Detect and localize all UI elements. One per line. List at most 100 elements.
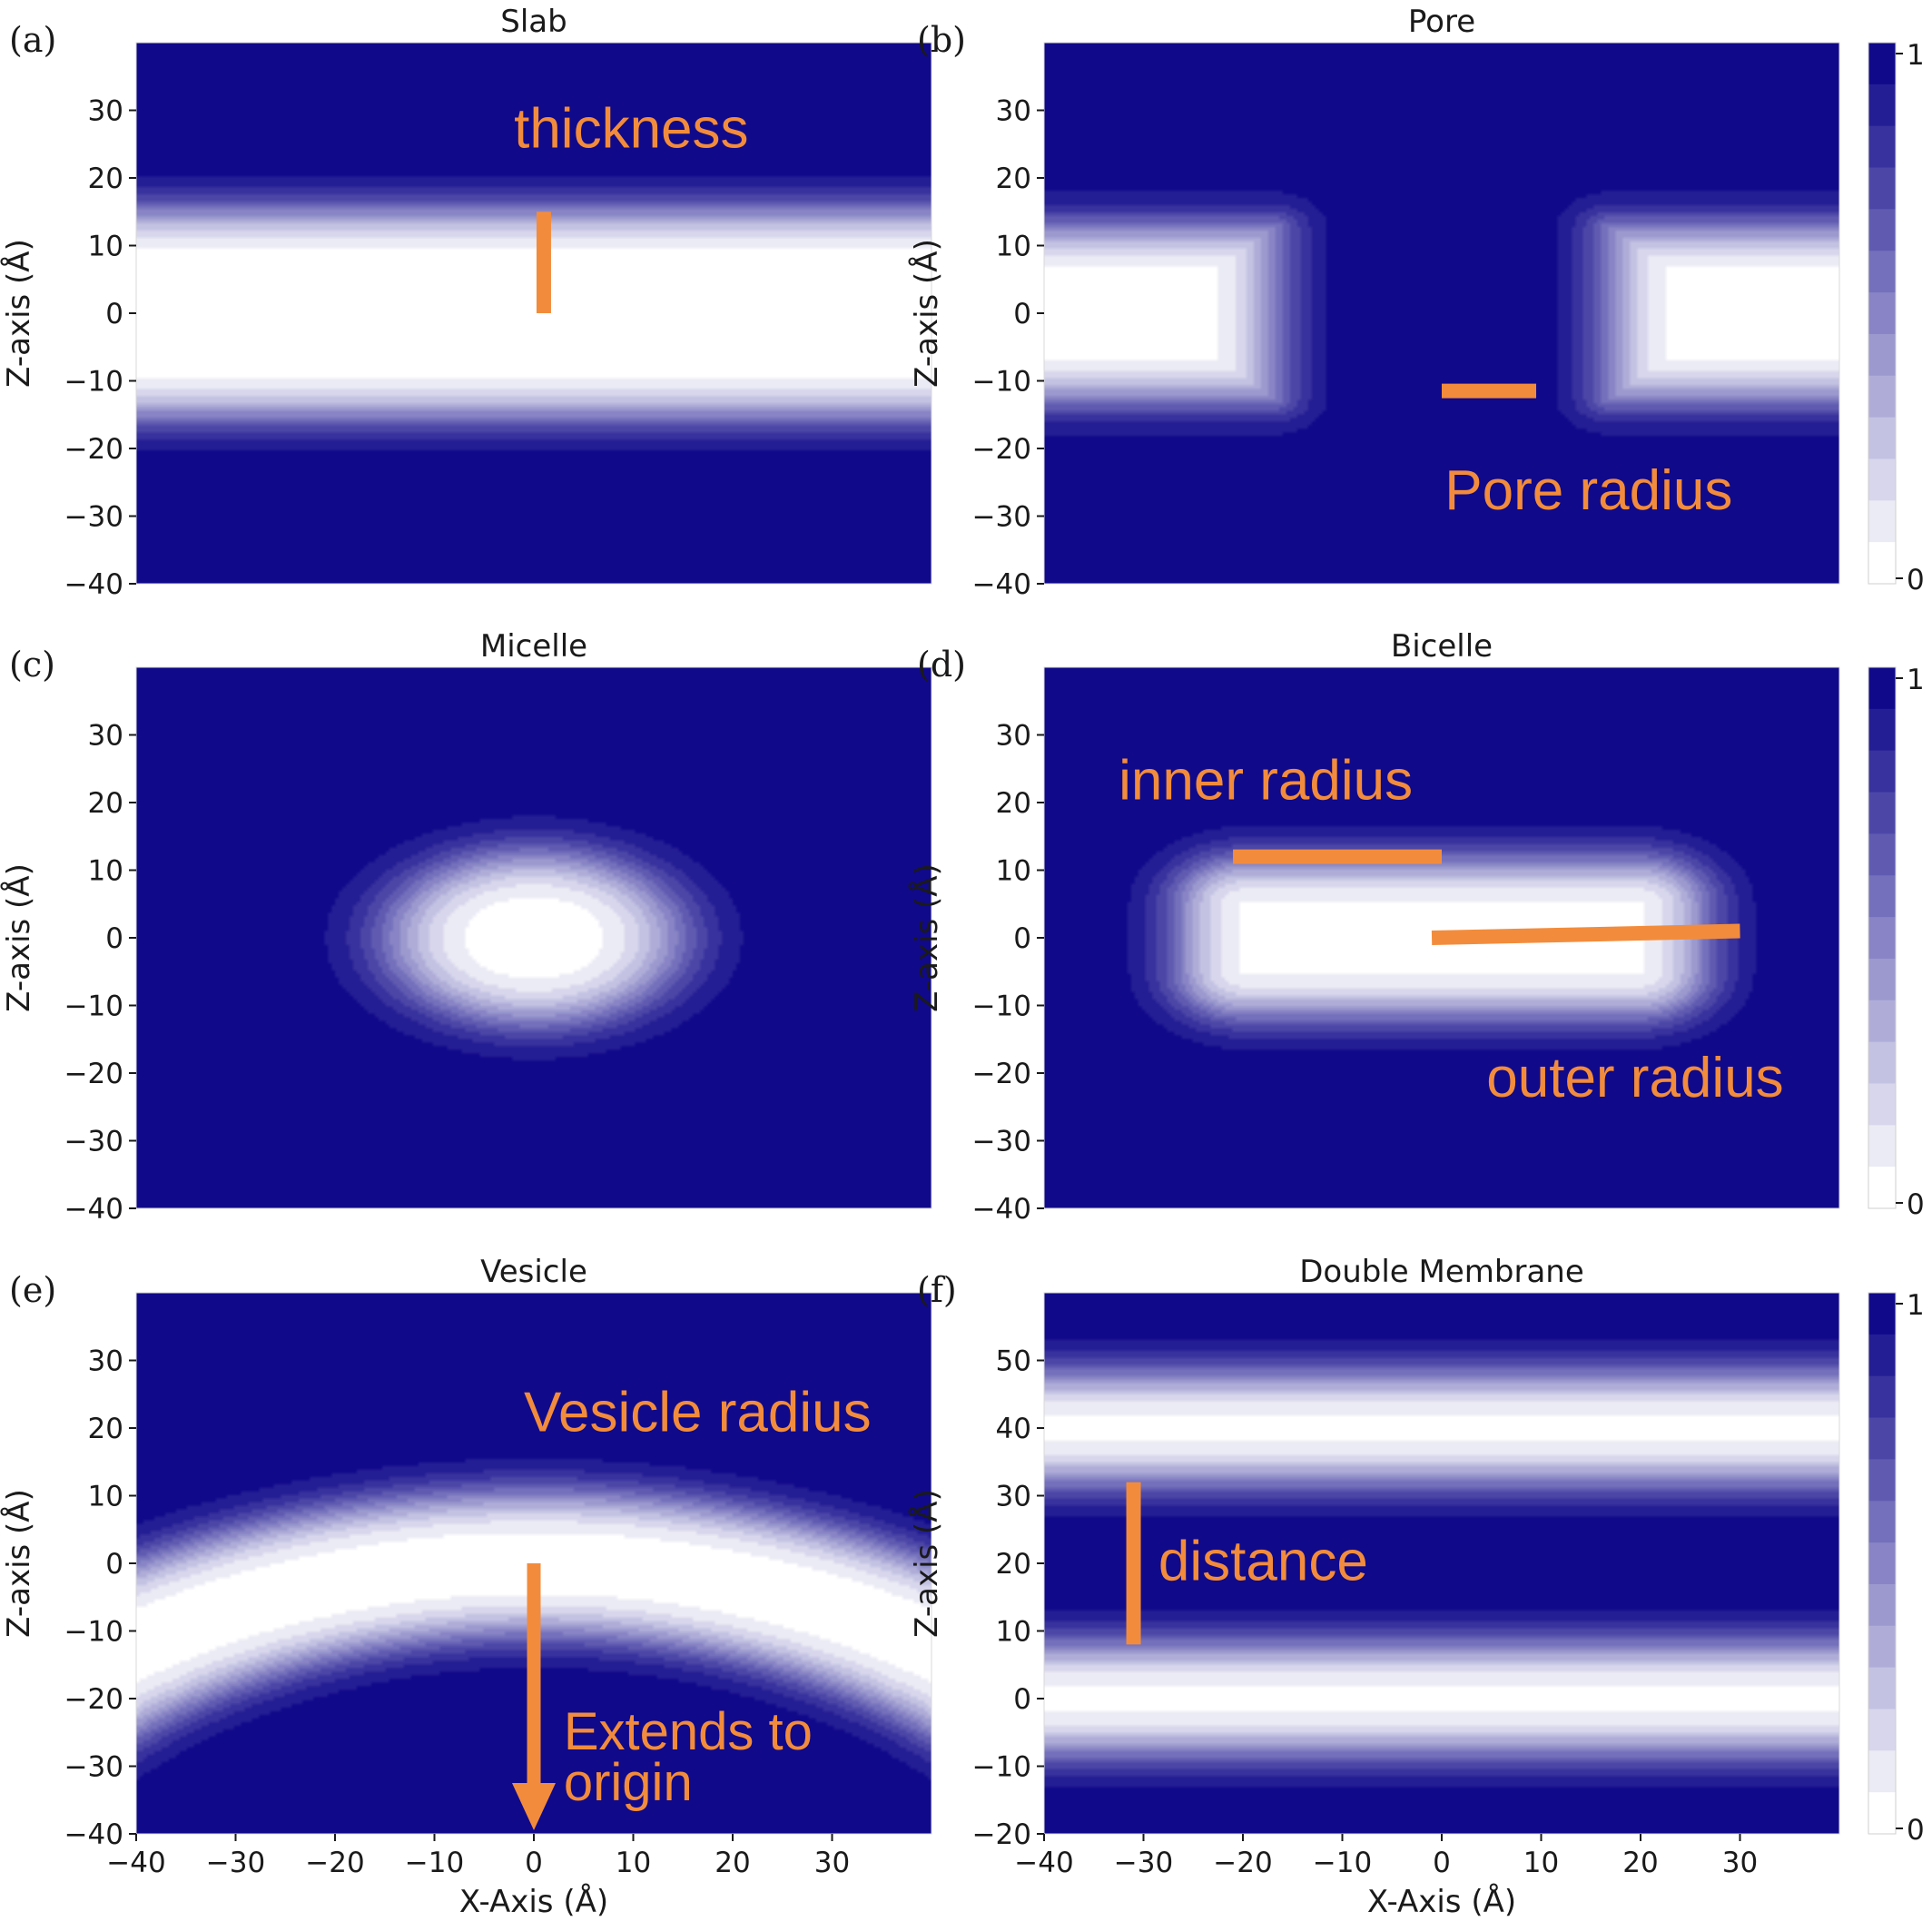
x-tick-label: 0	[1433, 1847, 1451, 1879]
y-tick-label: −40	[64, 1193, 123, 1226]
colorbar-level	[1868, 1625, 1896, 1669]
y-tick-label: 40	[996, 1413, 1031, 1445]
colorbar-level	[1868, 875, 1896, 918]
y-tick-label: 0	[1013, 922, 1031, 955]
colorbar-tick-label: 0	[1907, 1814, 1925, 1847]
y-tick-label: 10	[996, 855, 1031, 888]
y-tick-label: 20	[88, 1413, 123, 1445]
colorbar-level	[1868, 1000, 1896, 1043]
y-axis-label: Z-axis (Å)	[0, 1489, 37, 1638]
colorbar-tick-label: 0	[1907, 1188, 1925, 1221]
y-tick-label: 0	[105, 922, 123, 955]
y-tick-label: −10	[972, 366, 1031, 399]
x-tick-label: −40	[1014, 1847, 1073, 1879]
panel-c: Micelle (c) 30 20 10 0 −10 −20 −30 −40 Z-axis (Å)	[0, 628, 932, 1226]
y-tick-label: −10	[64, 366, 123, 399]
heatmap-b	[1044, 43, 1839, 584]
colorbar-level	[1868, 792, 1896, 834]
colorbar-frame	[1868, 42, 1897, 585]
y-tick-label: 10	[88, 231, 123, 263]
colorbar-level	[1868, 1334, 1896, 1377]
heatmap-c	[136, 667, 932, 1208]
x-tick-label: 10	[616, 1847, 651, 1879]
colorbar-level	[1868, 1459, 1896, 1502]
colorbar-d: 10	[1868, 664, 1925, 1221]
colorbar-level	[1868, 1417, 1896, 1460]
panel-b: Pore (b) 30 20 10 0 −10 −20 −30 −40 Z-axis (Å) Pore…	[908, 4, 1840, 601]
colorbar-b: 10	[1868, 39, 1925, 596]
y-tick-label: 0	[105, 1548, 123, 1581]
colorbar-level	[1868, 1293, 1896, 1335]
y-tick-label: 10	[996, 1616, 1031, 1649]
panel-title: Vesicle	[480, 1254, 587, 1290]
y-axis-label: Z-axis (Å)	[0, 239, 37, 388]
annotation-label: distance	[1158, 1531, 1368, 1593]
heatmap-f	[1044, 1293, 1839, 1834]
y-tick-label: −40	[972, 1193, 1031, 1226]
colorbar-level	[1868, 292, 1896, 335]
colorbar-tick-label: 1	[1907, 1289, 1925, 1322]
panel-title: Pore	[1408, 4, 1475, 40]
colorbar-level	[1868, 833, 1896, 876]
y-tick-label: −30	[64, 1751, 123, 1784]
y-tick-label: 50	[996, 1345, 1031, 1378]
x-tick-label: −30	[206, 1847, 265, 1879]
annotation-label: outer radius	[1486, 1047, 1783, 1109]
y-tick-label: 30	[88, 95, 123, 128]
x-tick-label: 30	[1722, 1847, 1758, 1879]
annotation-label: Extends to	[564, 1702, 813, 1761]
colorbar-level	[1868, 1501, 1896, 1543]
annotation-label: origin	[564, 1753, 693, 1812]
y-tick-label: 30	[996, 1481, 1031, 1513]
y-tick-label: −20	[64, 433, 123, 466]
annotation-bar	[1431, 923, 1740, 945]
colorbar-level	[1868, 1750, 1896, 1793]
colorbar-tick-label: 1	[1907, 664, 1925, 696]
colorbar-level	[1868, 251, 1896, 293]
x-tick-label: 20	[715, 1847, 750, 1879]
y-tick-label: −40	[64, 1818, 123, 1851]
colorbar-level	[1868, 500, 1896, 543]
panel-title: Double Membrane	[1299, 1254, 1584, 1290]
colorbar-level	[1868, 417, 1896, 460]
colorbar-level	[1868, 333, 1896, 377]
colorbar-f: 10	[1868, 1289, 1925, 1847]
panel-label: (e)	[9, 1270, 56, 1310]
x-tick-label: 30	[814, 1847, 850, 1879]
y-tick-label: −30	[972, 1126, 1031, 1158]
panel-label: (d)	[917, 645, 966, 685]
colorbar-level	[1868, 1083, 1896, 1126]
x-tick-label: −30	[1114, 1847, 1173, 1879]
y-tick-label: 0	[1013, 1683, 1031, 1716]
y-tick-label: −40	[972, 568, 1031, 601]
colorbar-level	[1868, 1375, 1896, 1419]
x-tick-label: 10	[1523, 1847, 1559, 1879]
colorbar-level	[1868, 917, 1896, 960]
heatmap-a	[136, 43, 932, 584]
annotation-label: thickness	[514, 97, 748, 160]
colorbar-level	[1868, 1167, 1896, 1209]
colorbar-level	[1868, 750, 1896, 793]
y-tick-label: 20	[88, 163, 123, 195]
y-tick-label: 20	[88, 787, 123, 820]
panel-title: Micelle	[480, 628, 587, 665]
y-tick-label: 10	[996, 231, 1031, 263]
colorbar-level	[1868, 667, 1896, 710]
annotation-arrow-head	[512, 1783, 556, 1830]
colorbar-level	[1868, 458, 1896, 501]
y-tick-label: −10	[64, 990, 123, 1023]
colorbar-level	[1868, 542, 1896, 585]
y-tick-label: 30	[996, 95, 1031, 128]
y-tick-label: 30	[88, 1345, 123, 1378]
y-tick-label: −10	[972, 990, 1031, 1023]
colorbar-frame	[1868, 666, 1897, 1209]
panel-label: (c)	[9, 645, 55, 685]
panel-label: (a)	[9, 20, 56, 60]
y-tick-label: −30	[972, 501, 1031, 534]
panel-label: (b)	[917, 20, 966, 60]
y-tick-label: 10	[88, 1481, 123, 1513]
y-axis-label: Z-axis (Å)	[908, 239, 945, 388]
y-tick-label: −30	[64, 501, 123, 534]
panel-label: (f)	[917, 1270, 957, 1310]
